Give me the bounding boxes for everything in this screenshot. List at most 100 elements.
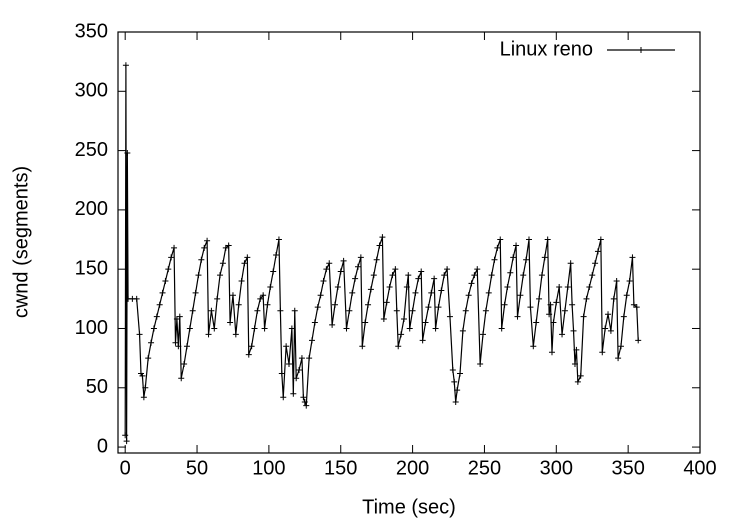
point-marker [172,339,179,346]
x-tick-label: 100 [252,457,285,479]
point-marker [235,301,242,308]
point-marker [245,351,252,358]
point-marker [615,355,622,362]
point-marker [326,260,333,267]
series-line [124,65,639,442]
point-marker [298,355,305,362]
point-marker [594,248,601,255]
point-marker [525,236,532,243]
point-marker [357,254,364,261]
point-marker [162,278,169,285]
point-marker [480,331,487,338]
point-marker [317,292,324,299]
point-marker [379,234,386,241]
point-marker [409,307,416,314]
point-marker [205,331,212,338]
point-marker [465,292,472,299]
point-marker [159,289,166,296]
point-marker [441,272,448,279]
point-marker [181,361,188,368]
point-marker [491,256,498,263]
point-marker [175,343,182,350]
point-marker [617,343,624,350]
point-marker [428,289,435,296]
point-marker [288,325,295,332]
point-marker [362,319,369,326]
x-tick-label: 200 [396,457,429,479]
point-marker [204,237,211,244]
point-marker [454,387,461,394]
point-marker [195,272,202,279]
point-marker [277,307,284,314]
point-marker [290,390,297,397]
point-marker [306,355,313,362]
point-marker [564,283,571,290]
point-marker [275,236,282,243]
point-marker [373,256,380,263]
point-marker [219,260,226,267]
point-marker [494,244,501,251]
point-marker [248,343,255,350]
point-marker [474,266,481,273]
point-marker [561,307,568,314]
point-marker [367,286,374,293]
point-marker [571,361,578,368]
point-marker [136,331,143,338]
point-marker [597,236,604,243]
point-marker [145,355,152,362]
point-marker [309,337,315,344]
point-marker [334,283,341,290]
point-marker [533,319,540,326]
point-marker [383,299,390,306]
point-marker [548,349,555,356]
point-marker [283,343,290,350]
point-marker [293,375,300,382]
point-marker [241,260,248,267]
x-tick-label: 150 [324,457,357,479]
point-marker [403,283,410,290]
point-marker [186,325,193,332]
point-marker [405,272,412,279]
point-marker [376,242,383,249]
y-tick-label: 300 [75,80,108,102]
point-marker [573,346,580,353]
point-marker [422,319,429,326]
point-marker [380,315,387,322]
point-marker [513,242,520,249]
x-tick-label: 50 [186,457,208,479]
point-marker [544,236,551,243]
point-marker [264,301,271,308]
point-marker [278,370,285,377]
point-marker [291,307,298,314]
point-marker [211,325,218,332]
point-marker [314,304,321,311]
point-marker [538,272,545,279]
point-marker [198,256,205,263]
point-marker [395,343,402,350]
plot-frame [117,31,701,454]
point-marker [320,278,327,285]
point-marker [229,292,236,299]
point-marker [507,269,514,276]
point-marker [346,307,353,314]
point-marker [139,372,146,379]
point-marker [432,325,439,332]
point-marker [257,295,264,302]
point-marker [569,301,576,308]
point-marker [331,301,338,308]
point-marker [530,343,537,350]
point-marker [577,372,584,379]
point-marker [527,304,534,311]
point-marker [303,402,310,409]
point-marker [148,339,155,346]
point-marker [457,370,464,377]
point-marker [574,378,581,385]
point-marker [602,325,609,332]
point-marker [183,343,190,350]
point-marker [635,337,642,344]
point-marker [626,278,633,285]
point-marker [553,299,560,306]
point-marker [156,301,163,308]
point-marker [488,272,495,279]
point-marker [412,289,419,296]
